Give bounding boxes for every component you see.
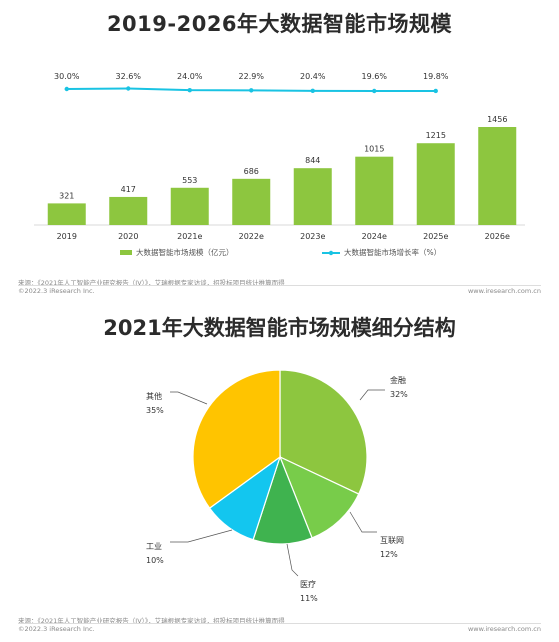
bar-value-label-2023e: 844 [305,156,320,165]
bar-2020 [109,196,148,225]
growth-rate-label-2021e: 24.0% [177,72,203,81]
pie-label-金融: 金融 [390,375,406,385]
pie-label-医疗: 医疗 [300,579,316,589]
market-size-chart: 321 2019 417 2020 553 2021e 686 2022e 844 2023e 10… [34,72,525,257]
bar-2023e [293,168,332,225]
pie-value-金融: 32% [390,390,408,399]
bar-2026e [478,127,517,225]
top-source-note: 来源：《2021年人工智能产业研究报告（IV）》，艾瑞根据专家访谈，招投标项目统… [18,279,285,287]
top-site-url: www.iresearch.com.cn [467,287,541,295]
pie-value-医疗: 11% [300,594,318,603]
growth-rate-label-2022e: 22.9% [239,72,265,81]
growth-rate-point-2025e [433,88,438,94]
growth-rate-label-2020: 32.6% [116,72,142,81]
bar-2022e [232,178,271,225]
bar-value-label-2024e: 1015 [364,145,384,154]
pie-value-互联网: 12% [380,550,398,559]
pie-leader-医疗 [286,543,299,577]
pie-value-工业: 10% [146,556,164,565]
pie-label-互联网: 互联网 [380,536,404,545]
pie-leader-金融 [359,389,385,401]
bar-chart-title: 2019-2026年大数据智能市场规模 [106,12,453,36]
bar-value-label-2021e: 553 [182,176,197,185]
x-tick-label-2025e: 2025e [423,232,448,241]
bar-2025e [416,143,455,225]
x-tick-label-2024e: 2024e [362,232,387,241]
growth-rate-point-2022e [249,88,254,93]
top-copyright: ©2022.3 iResearch Inc. [18,287,95,295]
top-footer-divider [18,285,541,286]
bar-value-label-2019: 321 [59,191,74,200]
pie-leader-工业 [170,529,233,543]
legend-label-line: 大数据智能市场增长率（%） [344,247,441,257]
legend-swatch-bar [120,250,132,255]
growth-rate-label-2024e: 19.6% [362,72,388,81]
pie-leader-其他 [170,391,208,405]
growth-rate-label-2025e: 19.8% [423,72,449,81]
growth-rate-point-2019 [64,86,69,92]
x-tick-label-2022e: 2022e [239,232,264,241]
bar-2024e [355,156,394,225]
growth-rate-point-2024e [372,88,377,94]
pie-slice-其他 [192,369,281,509]
legend-label-bar: 大数据智能市场规模（亿元） [136,247,234,257]
x-tick-label-2026e: 2026e [485,232,510,241]
bottom-site-url: www.iresearch.com.cn [467,625,541,633]
x-tick-label-2021e: 2021e [177,232,202,241]
x-tick-label-2020: 2020 [118,232,138,241]
bottom-source-note: 来源：《2021年人工智能产业研究报告（IV）》，艾瑞根据专家访谈，招投标项目统… [18,617,285,625]
bar-value-label-2022e: 686 [244,167,259,176]
pie-value-其他: 35% [146,406,164,415]
bar-2021e [170,187,209,225]
x-tick-label-2019: 2019 [57,232,77,241]
pie-label-其他: 其他 [146,391,162,401]
pie-chart-title: 2021年大数据智能市场规模细分结构 [103,316,456,340]
bar-value-label-2025e: 1215 [426,131,446,140]
growth-rate-point-2020 [126,86,131,91]
segment-structure-panel: 2021年大数据智能市场规模细分结构 金融 32% 互联网 12% 医疗 11% 工业 10%… [0,300,559,642]
bottom-copyright: ©2022.3 iResearch Inc. [18,625,95,633]
segment-pie-chart: 金融 32% 互联网 12% 医疗 11% 工业 10% 其他 35% [146,369,408,603]
pie-leader-互联网 [349,511,377,533]
growth-rate-label-2023e: 20.4% [300,72,326,81]
pie-slice-金融 [279,369,368,495]
growth-rate-point-2023e [310,88,315,94]
bar-value-label-2020: 417 [121,185,136,194]
legend-swatch-line-dot [328,250,334,256]
growth-rate-label-2019: 30.0% [54,72,80,81]
pie-slice-互联网 [278,455,360,539]
growth-rate-point-2021e [187,87,192,93]
bar-value-label-2026e: 1456 [487,115,507,124]
bottom-footer-divider [18,623,541,624]
market-size-panel: 2019-2026年大数据智能市场规模 321 2019 417 2020 553 202… [0,0,559,300]
bar-2019 [47,203,86,225]
x-tick-label-2023e: 2023e [300,232,325,241]
pie-label-工业: 工业 [146,541,162,551]
